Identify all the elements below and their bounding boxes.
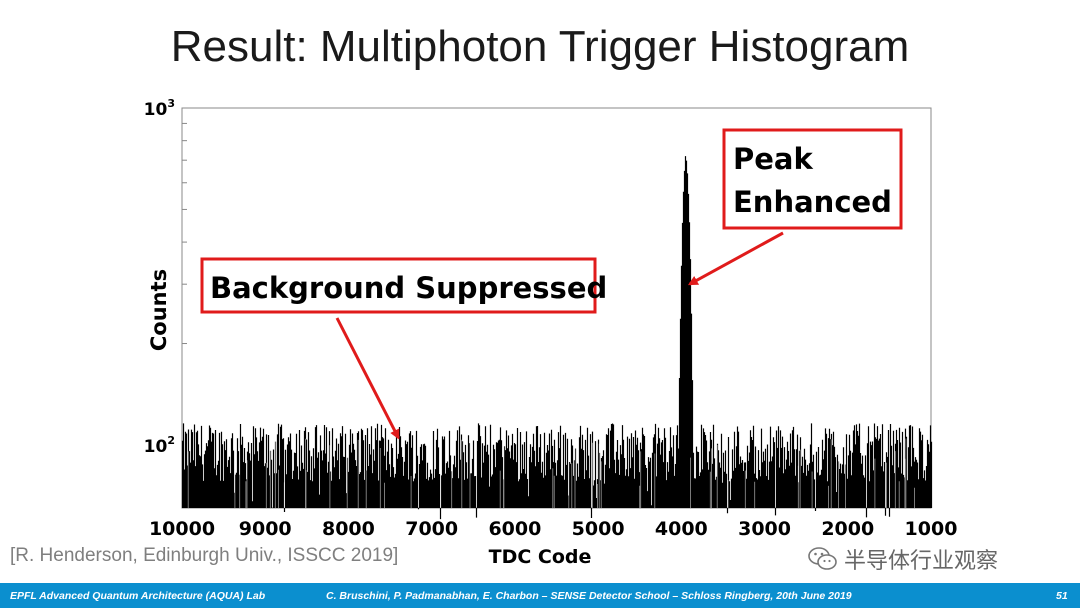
y-axis-label: Counts bbox=[147, 269, 171, 351]
watermark-text: 半导体行业观察 bbox=[844, 549, 999, 574]
x-tick-label: 2000 bbox=[821, 518, 874, 540]
watermark: 半导体行业观察 bbox=[808, 543, 998, 575]
footer-lab: EPFL Advanced Quantum Architecture (AQUA… bbox=[10, 590, 266, 602]
x-tick-label: 7000 bbox=[405, 518, 458, 540]
slide-title: Result: Multiphoton Trigger Histogram bbox=[170, 22, 910, 71]
histogram-bar-series bbox=[181, 156, 933, 520]
x-tick-label: 1000 bbox=[905, 518, 958, 540]
tick-labels: 10000 9000 8000 7000 6000 5000 4000 3000 2000 100… bbox=[144, 97, 958, 568]
annotation-box-peak bbox=[722, 128, 903, 230]
x-tick-label: 6000 bbox=[488, 518, 541, 540]
citation: [R. Henderson, Edinburgh Univ., ISSCC 20… bbox=[10, 545, 399, 566]
x-tick-label: 10000 bbox=[149, 518, 215, 540]
annotation-arrow-peak bbox=[687, 231, 784, 286]
page-number: 51 bbox=[1056, 590, 1068, 602]
annotation-arrow-background bbox=[335, 317, 400, 440]
x-axis-label: TDC Code bbox=[489, 546, 592, 568]
wechat-icon bbox=[808, 547, 837, 570]
histogram-gaps bbox=[187, 438, 915, 508]
annotation-text-peak: Enhanced bbox=[733, 185, 892, 219]
x-tick-label: 4000 bbox=[655, 518, 708, 540]
y-tick-label: 102 bbox=[144, 434, 175, 457]
x-tick-label: 8000 bbox=[322, 518, 375, 540]
footer-credits: C. Bruschini, P. Padmanabhan, E. Charbon… bbox=[326, 590, 852, 602]
annotation-text-background: Background Suppressed bbox=[210, 271, 607, 305]
y-tick-label: 103 bbox=[144, 97, 175, 120]
footer-bar: EPFL Advanced Quantum Architecture (AQUA… bbox=[0, 583, 1080, 608]
annotations: Background Suppressed Peak Enhanced bbox=[200, 128, 903, 440]
x-tick-label: 9000 bbox=[239, 518, 292, 540]
annotation-box-background bbox=[200, 257, 597, 314]
histogram-bars bbox=[181, 156, 933, 520]
annotation-text-peak: Peak bbox=[733, 142, 813, 176]
x-tick-label: 3000 bbox=[738, 518, 791, 540]
x-tick-label: 5000 bbox=[572, 518, 625, 540]
